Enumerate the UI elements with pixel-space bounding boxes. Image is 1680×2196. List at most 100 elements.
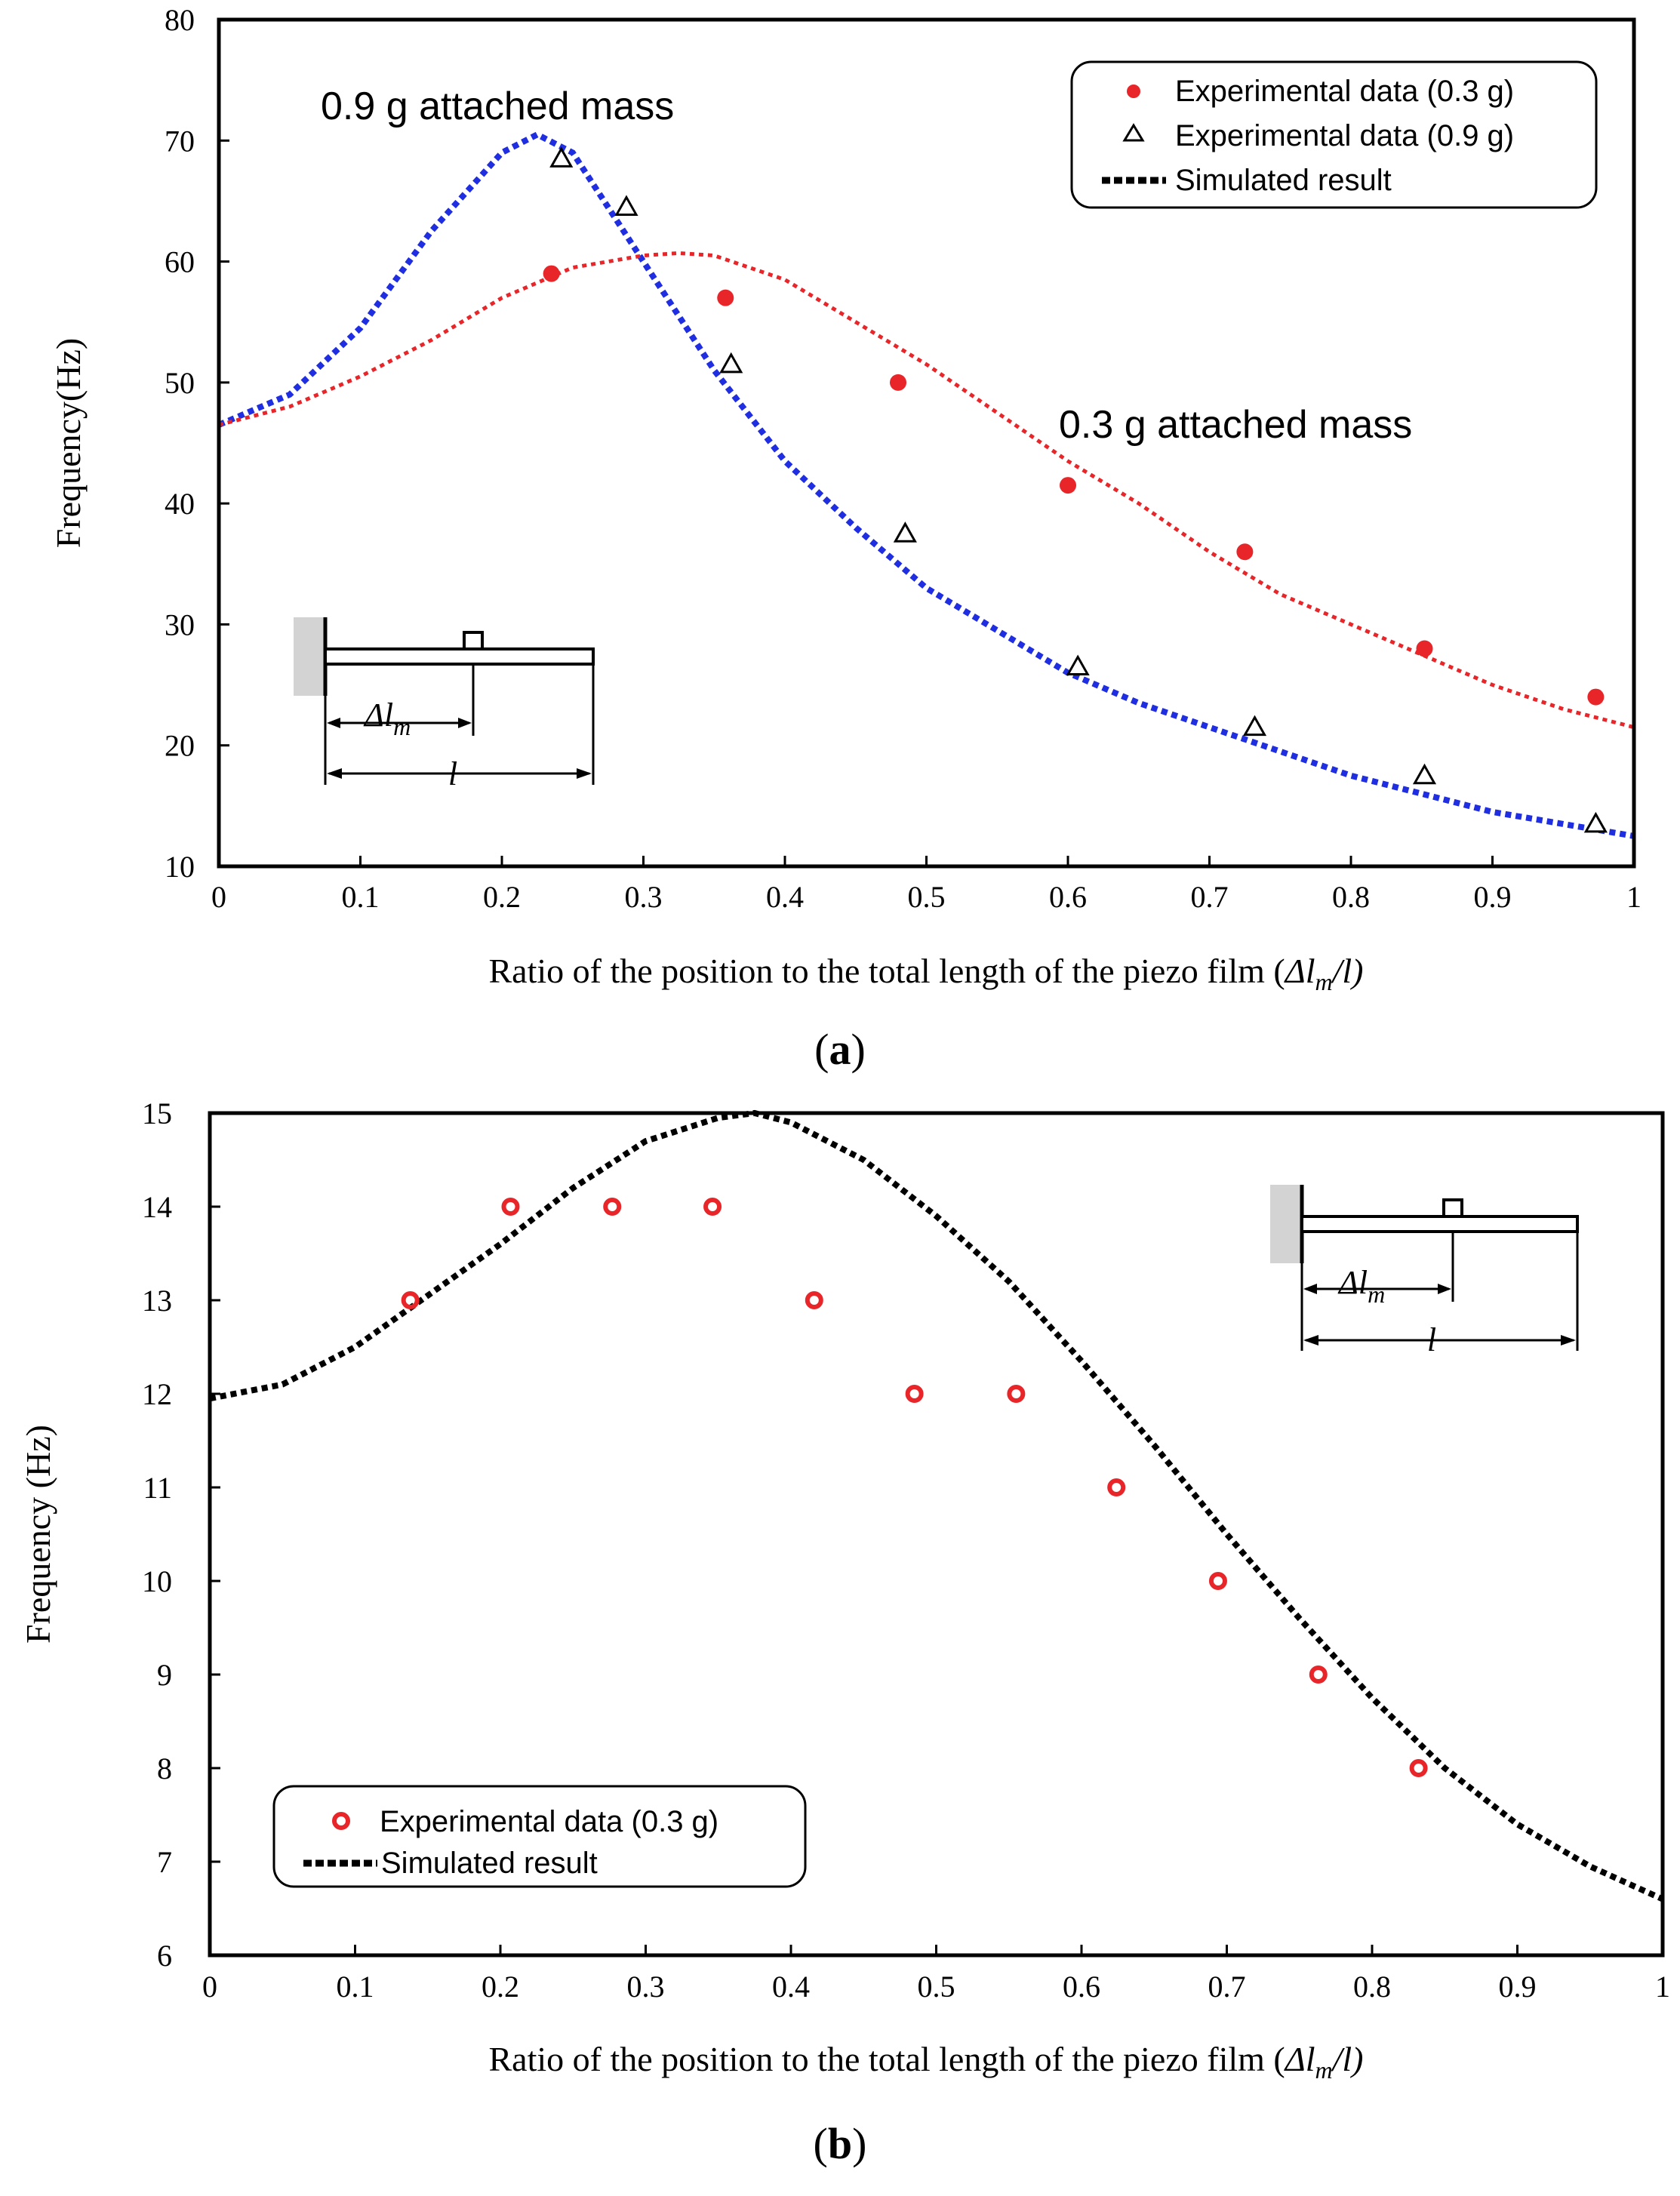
b-inset-delta-arrowhead-left xyxy=(1303,1284,1317,1294)
b-ytick-label-9: 9 xyxy=(157,1658,172,1692)
b-xtick-label-0.2: 0.2 xyxy=(482,1970,519,2004)
a-xtick-label-0.7: 0.7 xyxy=(1191,880,1229,914)
b-inset-length-arrowhead-right xyxy=(1561,1335,1576,1346)
b-legend-label-experimental: Experimental data (0.3 g) xyxy=(380,1805,718,1838)
b-xtick-label-0.6: 0.6 xyxy=(1063,1970,1100,2004)
b-point-experimental-data-0-3-g-4 xyxy=(805,1291,823,1309)
b-point-experimental-data-0-3-g-7 xyxy=(1107,1478,1126,1496)
a-inset-length-arrowhead-left xyxy=(327,768,342,779)
b-inset-length-label: l xyxy=(1427,1321,1436,1358)
b-legend-marker-experimental xyxy=(332,1812,350,1830)
a-ytick-label-80: 80 xyxy=(165,3,195,37)
a-panel-label: (a) xyxy=(814,1025,866,1074)
a-point-experimental-data-0-9-g-0 xyxy=(549,146,574,168)
a-point-experimental-data-0-9-g-3 xyxy=(893,521,917,543)
b-point-experimental-data-0-3-g-6 xyxy=(1007,1385,1026,1403)
b-inset-delta-label: Δlm xyxy=(1337,1264,1385,1308)
a-inset-length-arrowhead-right xyxy=(577,768,592,779)
b-legend-box xyxy=(272,1785,807,1888)
a-cantilever-inset: Δlm l xyxy=(294,617,595,792)
b-cantilever-inset: Δlm l xyxy=(1270,1185,1579,1358)
b-ytick-label-10: 10 xyxy=(142,1564,172,1598)
a-inset-film xyxy=(324,647,595,666)
a-point-experimental-data-0-3-g-0 xyxy=(543,265,560,282)
a-point-experimental-data-0-9-g-1 xyxy=(614,195,638,216)
b-y-axis-label: Frequency (Hz) xyxy=(19,1425,57,1644)
a-simulated-curves xyxy=(217,131,1635,839)
b-curve-simulated-result xyxy=(209,1109,1664,1902)
b-ytick-label-12: 12 xyxy=(142,1377,172,1411)
b-ytick-label-13: 13 xyxy=(142,1284,172,1318)
a-xtick-label-0.4: 0.4 xyxy=(766,880,804,914)
a-inset-mass xyxy=(463,631,484,650)
b-point-experimental-data-0-3-g-1 xyxy=(501,1198,520,1216)
a-point-experimental-data-0-9-g-4 xyxy=(1066,654,1090,676)
b-xtick-label-0: 0 xyxy=(202,1970,217,2004)
a-x-tick-labels: 0 0.1 0.2 0.3 0.4 0.5 0.6 0.7 0.8 0.9 1 xyxy=(211,880,1642,914)
a-legend-label-0.9g: Experimental data (0.9 g) xyxy=(1175,119,1514,152)
b-inset-length-arrowhead-left xyxy=(1303,1335,1318,1346)
a-plot-frame xyxy=(217,17,1636,869)
a-point-experimental-data-0-3-g-4 xyxy=(1236,543,1254,561)
a-legend-label-simulated: Simulated result xyxy=(1175,164,1392,197)
a-point-experimental-data-0-3-g-5 xyxy=(1416,640,1433,657)
b-xtick-label-0.1: 0.1 xyxy=(337,1970,374,2004)
b-experimental-points xyxy=(401,1198,1428,1777)
a-ytick-label-70: 70 xyxy=(165,124,195,158)
a-ytick-label-50: 50 xyxy=(165,366,195,400)
a-inset-length-label: l xyxy=(448,755,457,792)
b-point-experimental-data-0-3-g-3 xyxy=(703,1198,722,1216)
a-y-tick-labels: 10 20 30 40 50 60 70 80 xyxy=(165,3,195,884)
b-panel-label: (b) xyxy=(814,2119,867,2168)
b-legend: Experimental data (0.3 g) Simulated resu… xyxy=(272,1785,807,1888)
b-y-tick-labels: 6 7 8 9 10 11 12 13 14 15 xyxy=(142,1096,172,1973)
a-legend-marker-0.3g xyxy=(1127,85,1140,98)
b-inset-mass xyxy=(1442,1198,1463,1218)
b-inset-wall xyxy=(1270,1185,1302,1263)
a-point-experimental-data-0-3-g-6 xyxy=(1587,688,1605,706)
a-ytick-label-60: 60 xyxy=(165,245,195,279)
b-inset-delta-arrowhead-right xyxy=(1438,1284,1451,1294)
a-point-experimental-data-0-3-g-2 xyxy=(890,374,906,391)
b-point-experimental-data-0-3-g-2 xyxy=(603,1198,622,1216)
a-xtick-label-0.8: 0.8 xyxy=(1332,880,1370,914)
a-ytick-label-10: 10 xyxy=(165,850,195,884)
b-ytick-label-15: 15 xyxy=(142,1096,172,1130)
b-xtick-label-0.8: 0.8 xyxy=(1353,1970,1391,2004)
b-point-experimental-data-0-3-g-8 xyxy=(1208,1572,1227,1590)
a-ytick-label-40: 40 xyxy=(165,487,195,521)
a-inset-wall xyxy=(294,617,325,696)
a-ytick-label-30: 30 xyxy=(165,607,195,641)
a-inset-delta-arrowhead-right xyxy=(458,718,472,728)
b-x-tick-labels: 0 0.1 0.2 0.3 0.4 0.5 0.6 0.7 0.8 0.9 1 xyxy=(202,1970,1670,2004)
a-xtick-label-0.6: 0.6 xyxy=(1049,880,1087,914)
b-plot-frame xyxy=(208,1111,1665,1958)
a-xtick-label-0.2: 0.2 xyxy=(483,880,521,914)
a-xtick-label-0.1: 0.1 xyxy=(342,880,380,914)
a-ytick-label-20: 20 xyxy=(165,729,195,763)
b-simulated-curves xyxy=(209,1109,1664,1902)
b-ytick-label-11: 11 xyxy=(143,1471,172,1505)
a-y-axis-label: Frequency(Hz) xyxy=(49,338,88,548)
a-inset-delta-arrowhead-left xyxy=(327,718,340,728)
a-point-experimental-data-0-9-g-7 xyxy=(1583,811,1608,833)
b-point-experimental-data-0-3-g-5 xyxy=(905,1385,924,1403)
a-experimental-points xyxy=(543,146,1608,833)
b-xtick-label-0.5: 0.5 xyxy=(918,1970,955,2004)
a-xtick-label-0.9: 0.9 xyxy=(1474,880,1512,914)
a-x-axis-label: Ratio of the position to the total lengt… xyxy=(488,952,1363,995)
b-xtick-label-0.3: 0.3 xyxy=(627,1970,665,2004)
b-xtick-label-1: 1 xyxy=(1655,1970,1670,2004)
b-point-experimental-data-0-3-g-10 xyxy=(1409,1759,1428,1777)
a-point-experimental-data-0-9-g-2 xyxy=(719,352,743,374)
b-legend-label-simulated: Simulated result xyxy=(381,1847,598,1880)
a-xtick-label-0: 0 xyxy=(211,880,226,914)
a-xtick-label-1: 1 xyxy=(1626,880,1642,914)
a-legend-marker-0.9g xyxy=(1122,123,1145,142)
a-curve-simulated-result-0-9-g xyxy=(217,131,1635,839)
b-xtick-label-0.7: 0.7 xyxy=(1208,1970,1246,2004)
b-point-experimental-data-0-3-g-9 xyxy=(1309,1665,1328,1684)
